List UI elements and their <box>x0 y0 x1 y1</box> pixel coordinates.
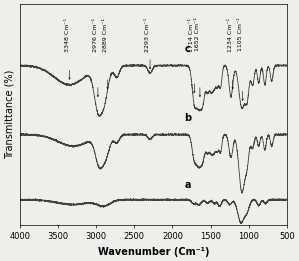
X-axis label: Wavenumber (Cm⁻¹): Wavenumber (Cm⁻¹) <box>97 247 209 257</box>
Text: c: c <box>185 44 190 54</box>
Text: 2889 Cm⁻¹: 2889 Cm⁻¹ <box>103 17 108 52</box>
Text: 1105 Cm⁻¹: 1105 Cm⁻¹ <box>238 17 243 51</box>
Text: 1652 Cm⁻¹: 1652 Cm⁻¹ <box>195 17 200 51</box>
Text: 3348 Cm⁻¹: 3348 Cm⁻¹ <box>65 17 69 52</box>
Text: 2976 Cm⁻¹: 2976 Cm⁻¹ <box>93 17 98 52</box>
Text: a: a <box>184 180 191 190</box>
Text: b: b <box>184 113 191 123</box>
Text: 1714 Cm⁻¹: 1714 Cm⁻¹ <box>189 17 194 52</box>
Text: 2293 Cm⁻¹: 2293 Cm⁻¹ <box>145 17 150 52</box>
Y-axis label: Transmittance (%): Transmittance (%) <box>4 70 14 159</box>
Text: 1234 Cm⁻¹: 1234 Cm⁻¹ <box>228 17 233 52</box>
